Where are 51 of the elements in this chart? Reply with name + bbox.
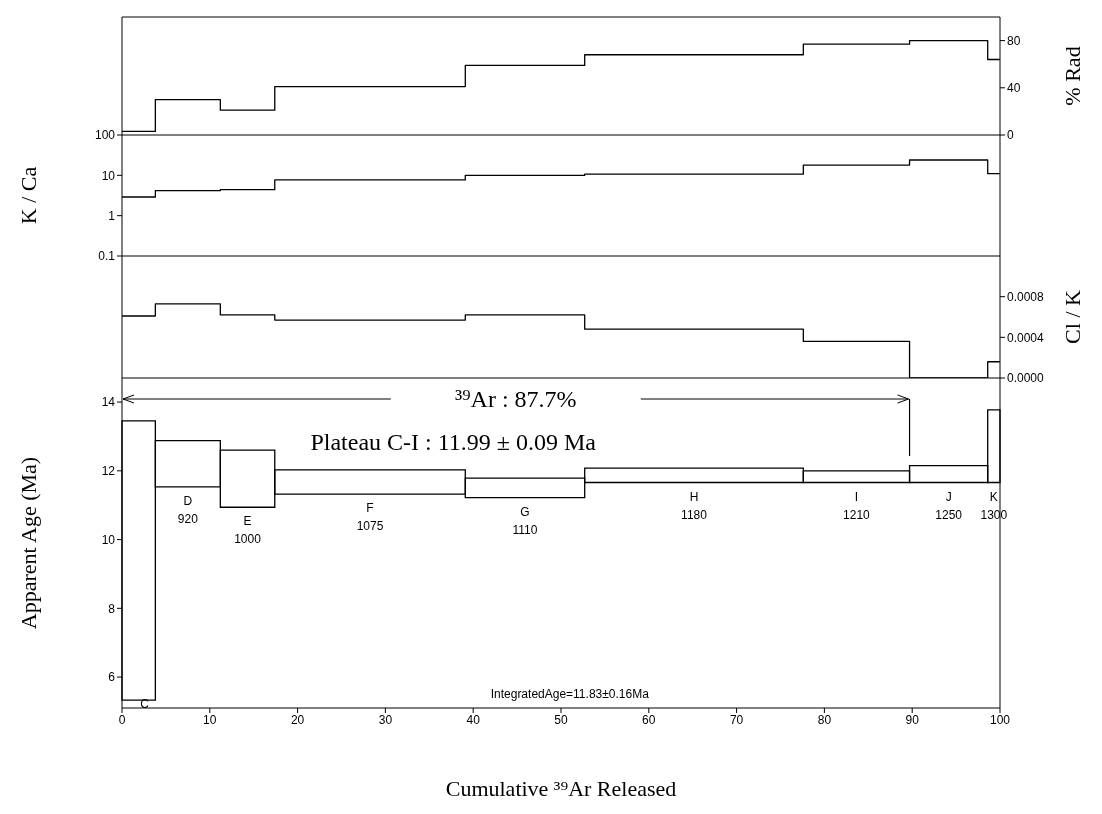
x-tick-label: 0 <box>118 712 126 727</box>
annotation: Plateau C-I : 11.99 ± 0.09 Ma <box>310 429 597 455</box>
annotation: 1075 <box>356 519 384 534</box>
y-tick-label: 6 <box>108 670 116 685</box>
y-tick-label: 10 <box>101 168 116 183</box>
y-tick-label: 8 <box>108 601 116 616</box>
annotation: 1300 <box>980 507 1008 522</box>
annotation: 1210 <box>843 507 871 522</box>
x-tick-label: 50 <box>554 712 568 727</box>
x-tick-label: 10 <box>203 712 217 727</box>
annotation: C <box>140 697 150 712</box>
annotation: H <box>689 489 699 504</box>
annotation: ³⁹Ar : 87.7% <box>455 386 577 412</box>
x-tick-label: 100 <box>989 712 1011 727</box>
y2-tick-label: 0 <box>1007 128 1014 143</box>
annotation: K <box>989 489 998 504</box>
y-tick-label: 1 <box>108 208 116 223</box>
y-tick-label: 14 <box>101 395 116 410</box>
y2-tick-label: 0.0008 <box>1007 289 1045 304</box>
annotation: F <box>366 501 374 516</box>
y2-axis-title: % Rad <box>1059 46 1085 106</box>
x-tick-label: 30 <box>378 712 393 727</box>
x-tick-label: 70 <box>729 712 744 727</box>
annotation: G <box>520 504 530 519</box>
x-axis-title: Cumulative ³⁹Ar Released <box>445 776 677 801</box>
annotation: 920 <box>177 511 199 526</box>
y2-tick-label: 80 <box>1007 33 1021 48</box>
y-axis-title: Apparent Age (Ma) <box>15 456 41 630</box>
x-tick-label: 90 <box>905 712 920 727</box>
annotation: IntegratedAge=11.83±0.16Ma <box>490 687 650 701</box>
x-tick-label: 40 <box>466 712 481 727</box>
y2-tick-label: 40 <box>1007 81 1021 96</box>
y2-tick-label: 0.0000 <box>1007 371 1045 386</box>
annotation: 1250 <box>935 507 963 522</box>
y-tick-label: 10 <box>101 532 116 547</box>
annotation: 1180 <box>681 507 708 522</box>
x-tick-label: 20 <box>290 712 305 727</box>
annotation: D <box>183 493 193 508</box>
y-tick-label: 0.1 <box>98 249 116 264</box>
annotation: I <box>854 489 859 504</box>
y-tick-label: 100 <box>94 128 116 143</box>
x-tick-label: 60 <box>642 712 656 727</box>
y-tick-label: 12 <box>101 464 116 479</box>
y2-axis-title: Cl / K <box>1059 290 1085 344</box>
y-axis-title: K / Ca <box>15 166 41 225</box>
annotation: E <box>243 514 252 529</box>
annotation: 1000 <box>234 532 262 547</box>
y2-tick-label: 0.0004 <box>1007 330 1045 345</box>
x-tick-label: 80 <box>817 712 832 727</box>
annotation: 1110 <box>512 522 538 537</box>
annotation: J <box>945 489 952 504</box>
